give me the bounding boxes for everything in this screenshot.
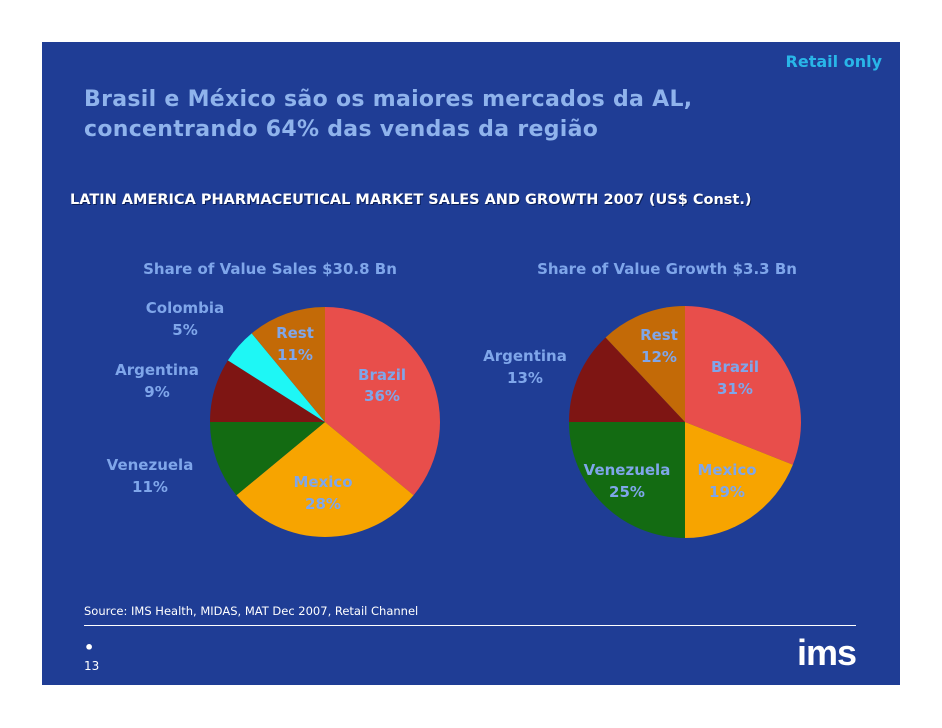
slice-label-mexico: Mexico xyxy=(697,461,756,479)
slice-value-argentina: 13% xyxy=(507,369,543,387)
footer-divider xyxy=(84,625,856,626)
slice-label-argentina: Argentina xyxy=(115,361,199,379)
pie-charts: Brazil 36% Mexico 28% Venezuela 11% Argentina 9… xyxy=(107,260,801,538)
pie-chart-2 xyxy=(569,306,801,538)
page-number: 13 xyxy=(84,659,100,673)
slice-value-colombia: 5% xyxy=(172,321,197,339)
slice-label-argentina: Argentina xyxy=(483,347,567,365)
slice-value-argentina: 9% xyxy=(144,383,169,401)
pie-slice-mexico xyxy=(685,422,793,538)
slide: Retail only Brasil e México são os maior… xyxy=(42,42,900,685)
pie-slice-rest xyxy=(251,307,325,422)
pie-slice-brazil xyxy=(685,306,801,465)
slice-value-venezuela: 11% xyxy=(132,478,168,496)
slide-title: Brasil e México são os maiores mercados … xyxy=(84,85,692,145)
slice-value-brazil: 36% xyxy=(364,387,400,405)
pie-slice-brazil xyxy=(325,307,440,496)
slice-label-mexico: Mexico xyxy=(293,473,352,491)
slice-value-rest: 11% xyxy=(277,346,313,364)
pie-slice-argentina xyxy=(210,360,325,422)
slice-value-brazil: 31% xyxy=(717,380,753,398)
slice-label-venezuela: Venezuela xyxy=(584,461,671,479)
pie-chart-1 xyxy=(210,307,440,537)
retail-only-tag: Retail only xyxy=(785,52,882,71)
pie-title-1: Share of Value Sales $30.8 Bn xyxy=(143,260,397,278)
pie-slice-mexico xyxy=(236,422,414,537)
title-line-2: concentrando 64% das vendas da região xyxy=(84,117,599,142)
pie-title-2: Share of Value Growth $3.3 Bn xyxy=(537,260,797,278)
pie-slice-venezuela xyxy=(569,422,685,538)
pie-slice-rest xyxy=(605,306,685,422)
source-note: Source: IMS Health, MIDAS, MAT Dec 2007,… xyxy=(84,604,419,618)
ims-logo: ims xyxy=(796,632,857,673)
pie-slice-venezuela xyxy=(210,422,325,496)
slice-value-rest: 12% xyxy=(641,348,677,366)
slice-label-rest: Rest xyxy=(640,326,678,344)
slice-value-mexico: 28% xyxy=(305,495,341,513)
slice-label-venezuela: Venezuela xyxy=(107,456,194,474)
chart-subtitle: LATIN AMERICA PHARMACEUTICAL MARKET SALE… xyxy=(70,192,752,208)
slice-label-rest: Rest xyxy=(276,324,314,342)
pie-slice-colombia xyxy=(227,333,325,422)
pie-slice-argentina xyxy=(569,337,685,422)
bullet: • xyxy=(84,638,95,657)
slice-label-colombia: Colombia xyxy=(146,299,224,317)
slice-value-mexico: 19% xyxy=(709,483,745,501)
slice-label-brazil: Brazil xyxy=(711,358,759,376)
slice-value-venezuela: 25% xyxy=(609,483,645,501)
title-line-1: Brasil e México são os maiores mercados … xyxy=(84,87,693,112)
slice-label-brazil: Brazil xyxy=(358,366,406,384)
